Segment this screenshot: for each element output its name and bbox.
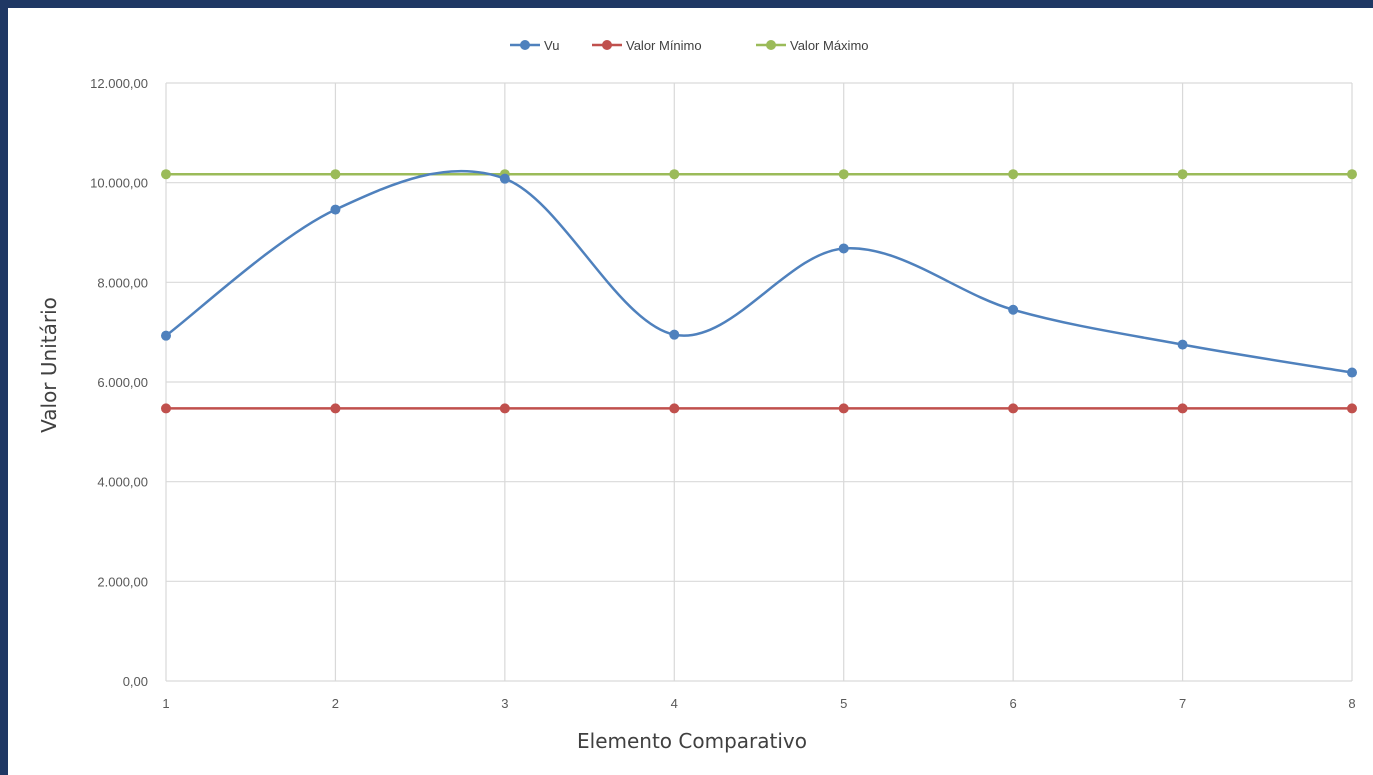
legend-label-valor-maximo: Valor Máximo <box>790 38 869 53</box>
data-point-vu <box>330 204 341 215</box>
x-tick-label: 1 <box>162 696 169 711</box>
data-point-vu <box>1008 304 1019 315</box>
data-point-valor-minimo <box>838 403 849 414</box>
y-tick-label: 10.000,00 <box>90 176 148 191</box>
x-axis-ticks: 1 2 3 4 5 6 7 8 <box>162 696 1355 711</box>
legend-marker-valor-minimo <box>602 40 612 50</box>
data-point-vu <box>838 243 849 254</box>
data-point-valor-maximo <box>1177 169 1188 180</box>
data-point-valor-minimo <box>669 403 680 414</box>
y-tick-label: 0,00 <box>123 674 148 689</box>
x-tick-label: 5 <box>840 696 847 711</box>
gridlines <box>165 82 1353 682</box>
data-point-vu <box>669 329 680 340</box>
data-point-valor-minimo <box>1008 403 1019 414</box>
series-line-vu <box>164 169 1354 374</box>
legend-marker-valor-maximo <box>766 40 776 50</box>
y-tick-label: 4.000,00 <box>97 475 148 490</box>
x-tick-label: 7 <box>1179 696 1186 711</box>
x-tick-label: 8 <box>1348 696 1355 711</box>
data-point-valor-maximo <box>1347 169 1357 180</box>
data-point-vu <box>499 173 510 184</box>
x-tick-label: 4 <box>671 696 678 711</box>
legend-label-valor-minimo: Valor Mínimo <box>626 38 702 53</box>
y-axis-title: Valor Unitário <box>37 297 61 433</box>
x-tick-label: 6 <box>1010 696 1017 711</box>
data-point-valor-minimo <box>1347 403 1357 414</box>
data-point-vu <box>161 330 171 341</box>
data-point-valor-maximo <box>330 169 341 180</box>
x-tick-label: 2 <box>332 696 339 711</box>
data-point-valor-maximo <box>669 169 680 180</box>
data-point-valor-minimo <box>330 403 341 414</box>
legend-marker-vu <box>520 40 530 50</box>
y-tick-label: 6.000,00 <box>97 375 148 390</box>
data-point-valor-minimo <box>499 403 510 414</box>
y-axis-ticks: 0,00 2.000,00 4.000,00 6.000,00 8.000,00 10.0… <box>90 76 148 689</box>
data-point-valor-maximo <box>1008 169 1019 180</box>
x-axis-title: Elemento Comparativo <box>577 729 807 753</box>
data-point-valor-maximo <box>161 169 171 180</box>
legend: Vu Valor Mínimo Valor Máximo <box>510 38 869 53</box>
legend-label-vu: Vu <box>544 38 559 53</box>
data-point-valor-minimo <box>161 403 171 414</box>
y-tick-label: 2.000,00 <box>97 574 148 589</box>
chart-area-border <box>16 16 1373 775</box>
series-group <box>161 169 1357 414</box>
data-point-valor-minimo <box>1177 403 1188 414</box>
data-point-vu <box>1177 339 1188 350</box>
data-point-vu <box>1347 367 1357 378</box>
y-tick-label: 12.000,00 <box>90 76 148 91</box>
y-tick-label: 8.000,00 <box>97 275 148 290</box>
x-tick-label: 3 <box>501 696 508 711</box>
data-point-valor-maximo <box>838 169 849 180</box>
